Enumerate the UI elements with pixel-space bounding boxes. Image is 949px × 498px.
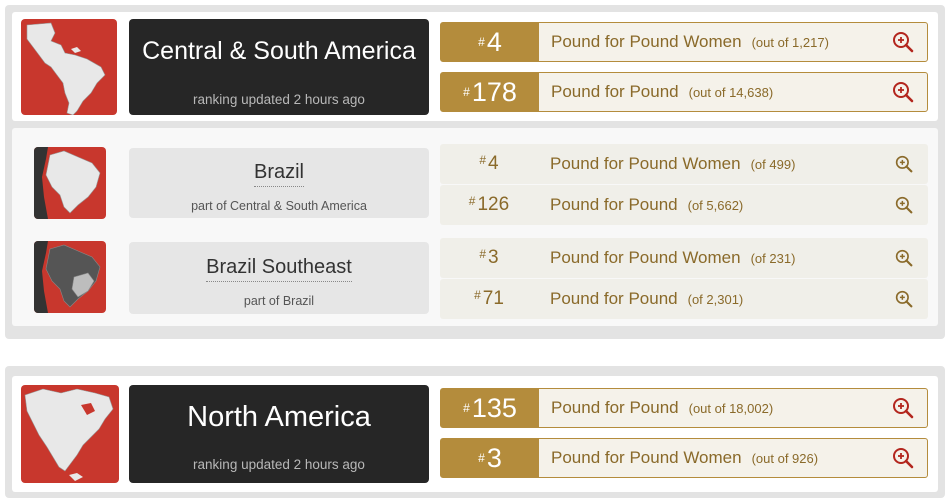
ranking-label: Pound for Pound (out of 14,638) (551, 82, 774, 101)
region-title-card: Central & South America ranking updated … (129, 19, 429, 115)
zoom-in-icon[interactable] (880, 279, 928, 319)
rank-number: #4 (479, 153, 499, 174)
ranking-label: Pound for Pound (out of 18,002) (551, 398, 774, 417)
subregion-name[interactable]: Brazil Southeast (129, 256, 429, 282)
ranking-updated-text: ranking updated 2 hours ago (193, 457, 365, 472)
ranking-label: Pound for Pound (of 5,662) (550, 195, 744, 214)
ranking-label: Pound for Pound Women (out of 1,217) (551, 32, 829, 51)
part-of-text: part of Brazil (243, 294, 315, 308)
ranking-row[interactable]: #126 Pound for Pound (of 5,662) (440, 185, 928, 225)
ranking-label: Pound for Pound (of 2,301) (550, 289, 744, 308)
ranking-label: Pound for Pound Women (of 499) (550, 154, 796, 173)
zoom-in-icon[interactable] (880, 185, 928, 225)
rank-number: #3 (479, 247, 499, 268)
ranking-row[interactable]: #4 Pound for Pound Women (out of 1,217) (440, 22, 928, 62)
subregion-title-card: Brazil part of Central & South America (129, 148, 429, 218)
part-of-text: part of Central & South America (191, 199, 367, 213)
brazil-southeast-map-icon[interactable] (34, 241, 106, 313)
zoom-in-icon[interactable] (880, 238, 928, 278)
rank-number: #126 (468, 194, 510, 215)
subregion-title-card: Brazil Southeast part of Brazil (129, 242, 429, 314)
ranking-row[interactable]: #3 Pound for Pound Women (of 231) (440, 238, 928, 278)
zoom-in-icon[interactable] (879, 73, 927, 111)
region-header-card: North America ranking updated 2 hours ag… (12, 376, 938, 492)
zoom-in-icon[interactable] (880, 144, 928, 184)
ranking-row[interactable]: #178 Pound for Pound (out of 14,638) (440, 72, 928, 112)
rank-number: #135 (441, 389, 539, 427)
ranking-row[interactable]: #4 Pound for Pound Women (of 499) (440, 144, 928, 184)
central-south-america-map-icon[interactable] (21, 19, 117, 115)
rank-number: #3 (441, 439, 539, 477)
north-america-map-icon[interactable] (21, 385, 119, 483)
region-name[interactable]: Central & South America (142, 37, 416, 65)
region-header-card: Central & South America ranking updated … (12, 12, 938, 121)
ranking-row[interactable]: #71 Pound for Pound (of 2,301) (440, 279, 928, 319)
subregion-card: Brazil part of Central & South America #… (12, 128, 938, 326)
rank-number: #71 (474, 288, 504, 309)
ranking-row[interactable]: #3 Pound for Pound Women (out of 926) (440, 438, 928, 478)
ranking-row[interactable]: #135 Pound for Pound (out of 18,002) (440, 388, 928, 428)
region-name[interactable]: North America (187, 401, 371, 433)
zoom-in-icon[interactable] (879, 389, 927, 427)
rank-number: #178 (441, 73, 539, 111)
brazil-map-icon[interactable] (34, 147, 106, 219)
zoom-in-icon[interactable] (879, 439, 927, 477)
ranking-updated-text: ranking updated 2 hours ago (193, 92, 365, 107)
ranking-label: Pound for Pound Women (of 231) (550, 248, 796, 267)
ranking-label: Pound for Pound Women (out of 926) (551, 448, 819, 467)
region-panel-north-america: North America ranking updated 2 hours ag… (5, 366, 945, 498)
subregion-name[interactable]: Brazil (129, 161, 429, 187)
zoom-in-icon[interactable] (879, 23, 927, 61)
region-panel-central-south-america: Central & South America ranking updated … (5, 5, 945, 339)
rank-number: #4 (441, 23, 539, 61)
region-title-card: North America ranking updated 2 hours ag… (129, 385, 429, 483)
